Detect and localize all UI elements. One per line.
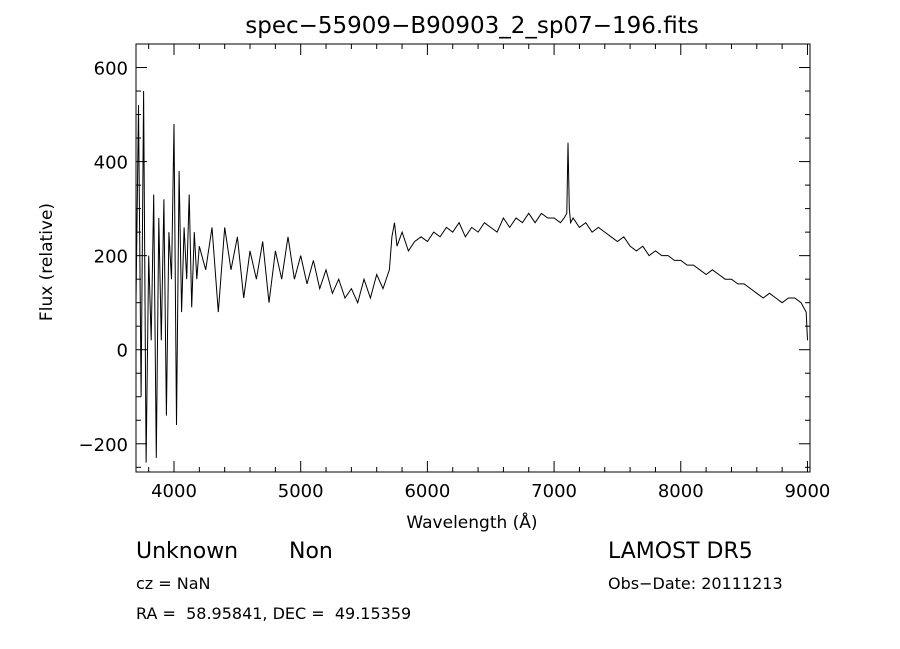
x-tick-label: 8000 [658, 481, 704, 502]
x-axis-label: Wavelength (Å) [406, 511, 537, 533]
ra-dec: RA = 58.95841, DEC = 49.15359 [136, 604, 411, 623]
object-class: Unknown [136, 539, 238, 564]
object-subclass: Non [289, 539, 333, 564]
x-tick-label: 5000 [278, 481, 324, 502]
x-tick-label: 6000 [404, 481, 450, 502]
chart-title: spec−55909−B90903_2_sp07−196.fits [245, 13, 699, 39]
x-tick-label: 9000 [785, 481, 831, 502]
plot-frame [135, 43, 811, 473]
y-tick-label: 0 [117, 341, 128, 362]
y-tick-label: 400 [94, 153, 128, 174]
x-tick-label: 4000 [151, 481, 197, 502]
redshift-cz: cz = NaN [136, 574, 211, 593]
x-tick-label: 7000 [531, 481, 577, 502]
survey-name: LAMOST DR5 [608, 539, 753, 564]
y-tick-label: 600 [94, 59, 128, 80]
y-axis-label: Flux (relative) [37, 203, 57, 321]
axis-ticks [136, 43, 810, 472]
tick-labels: 4000 5000 6000 7000 8000 9000 −200 0 200 400 600 [79, 59, 831, 502]
y-tick-label: −200 [79, 435, 128, 456]
y-tick-label: 200 [94, 247, 128, 268]
spectrum-line [135, 90, 808, 463]
observation-date: Obs−Date: 20111213 [608, 574, 783, 593]
